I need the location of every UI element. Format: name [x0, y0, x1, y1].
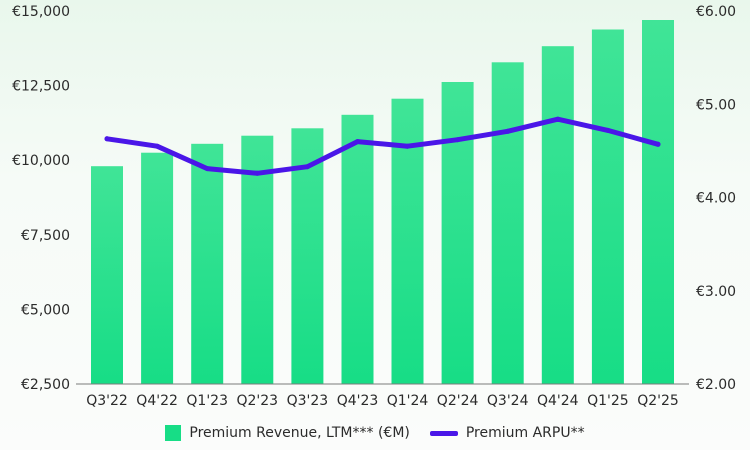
arpu-point-Q1'25[interactable] [605, 127, 611, 133]
x-tick-label: Q4'24 [537, 393, 579, 409]
legend-item-revenue[interactable]: Premium Revenue, LTM*** (€M) [165, 425, 410, 441]
x-tick-label: Q3'22 [86, 393, 128, 409]
arpu-point-Q2'25[interactable] [655, 141, 661, 147]
right-tick-label: €5.00 [696, 97, 736, 113]
legend-item-arpu[interactable]: Premium ARPU** [429, 425, 585, 441]
bar-Q4'22[interactable] [141, 152, 174, 384]
arpu-point-Q2'24[interactable] [455, 137, 461, 143]
bar-Q2'24[interactable] [441, 82, 474, 384]
bar-Q4'23[interactable] [341, 114, 374, 385]
bar-Q3'22[interactable] [91, 166, 123, 384]
arpu-point-Q3'24[interactable] [505, 128, 511, 134]
legend: Premium Revenue, LTM*** (€M) Premium ARP… [0, 425, 750, 441]
bar-Q2'23[interactable] [241, 135, 274, 384]
bar-series [91, 20, 674, 385]
left-axis: €2,500 €5,000 €7,500 €10,000 €12,500 €15,000 [12, 4, 70, 393]
bar-Q4'24[interactable] [541, 46, 574, 384]
bar-Q1'25[interactable] [591, 29, 624, 385]
left-tick-label: €12,500 [12, 79, 70, 95]
x-axis: Q3'22 Q4'22 Q1'23 Q2'23 Q3'23 Q4'23 Q1'24 Q2'24… [86, 393, 679, 409]
arpu-line[interactable] [104, 116, 661, 176]
arpu-point-Q4'24[interactable] [555, 116, 561, 122]
x-tick-label: Q3'23 [287, 393, 329, 409]
bar-Q3'23[interactable] [291, 128, 324, 384]
right-tick-label: €6.00 [696, 4, 736, 20]
line-series [104, 116, 661, 176]
left-tick-label: €7,500 [21, 228, 70, 244]
left-tick-label: €10,000 [12, 153, 70, 169]
arpu-point-Q2'23[interactable] [254, 170, 260, 176]
x-tick-label: Q2'23 [237, 393, 279, 409]
left-tick-label: €15,000 [12, 4, 70, 20]
right-tick-label: €4.00 [696, 191, 736, 207]
combo-chart: €2,500€5,000€7,500€10,000€12,500€15,000 … [12, 4, 736, 409]
x-tick-label: Q4'22 [136, 393, 178, 409]
right-axis: €2.00 €3.00 €4.00 €5.00 €6.00 [696, 4, 736, 393]
legend-label-revenue: Premium Revenue, LTM*** (€M) [189, 425, 410, 441]
x-tick-label: Q1'23 [186, 393, 228, 409]
x-tick-label: Q2'24 [437, 393, 479, 409]
bar-Q2'25[interactable] [642, 20, 674, 384]
bar-Q3'24[interactable] [491, 62, 524, 385]
x-tick-label: Q1'24 [387, 393, 429, 409]
arpu-point-Q1'23[interactable] [204, 166, 210, 172]
bar-swatch-icon [165, 425, 182, 441]
x-tick-label: Q2'25 [637, 393, 679, 409]
line-swatch-icon [429, 430, 458, 436]
arpu-point-Q4'22[interactable] [154, 143, 160, 149]
x-tick-label: Q3'24 [487, 393, 529, 409]
right-tick-label: €2.00 [696, 377, 736, 393]
legend-label-arpu: Premium ARPU** [465, 425, 585, 441]
x-tick-label: Q1'25 [587, 393, 629, 409]
bar-Q1'23[interactable] [191, 143, 224, 384]
arpu-point-Q3'22[interactable] [104, 136, 110, 142]
arpu-point-Q1'24[interactable] [405, 143, 410, 149]
arpu-point-Q4'23[interactable] [355, 139, 360, 145]
bar-Q1'24[interactable] [391, 98, 424, 384]
x-tick-label: Q4'23 [337, 393, 379, 409]
right-tick-label: €3.00 [696, 284, 736, 300]
arpu-point-Q3'23[interactable] [304, 164, 310, 170]
left-tick-label: €5,000 [21, 302, 70, 318]
left-tick-label: €2,500 [21, 377, 70, 393]
